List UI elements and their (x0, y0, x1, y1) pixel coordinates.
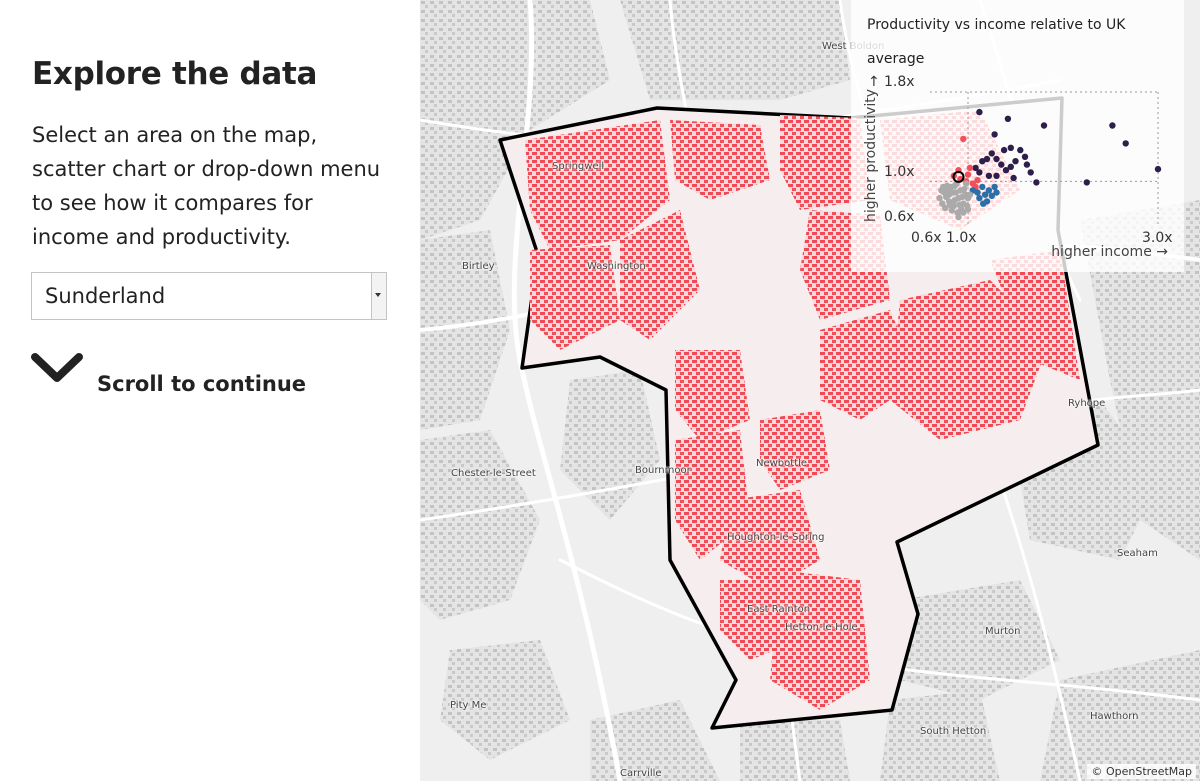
scatter-point[interactable] (966, 191, 974, 198)
scatter-point[interactable] (1000, 146, 1008, 154)
scatter-point[interactable] (991, 131, 998, 138)
scatter-point[interactable] (1012, 158, 1019, 165)
scatter-point[interactable] (951, 182, 958, 189)
built-up-areas (525, 110, 1080, 710)
scatter-point[interactable] (974, 189, 981, 196)
scatter-point[interactable] (974, 177, 981, 184)
scatter-chart-panel: Productivity vs income relative to UK av… (851, 0, 1184, 272)
place-label: Murton (985, 626, 1021, 637)
x-tick-label: 0.6x (911, 230, 942, 246)
scatter-point[interactable] (1002, 167, 1010, 174)
scatter-point[interactable] (948, 207, 955, 214)
scatter-point[interactable] (1007, 144, 1014, 151)
scatter-point[interactable] (991, 183, 998, 191)
place-label: Seaham (1117, 548, 1158, 559)
place-label: East Rainton (747, 604, 811, 615)
scatter-point[interactable] (942, 204, 949, 212)
place-label: Bournmoor (635, 465, 691, 476)
chevron-down-icon[interactable] (30, 350, 84, 386)
scatter-point[interactable] (985, 172, 993, 179)
scatter-point[interactable] (1154, 165, 1162, 173)
place-label: Carrville (620, 768, 662, 779)
place-label: Newbottle (756, 458, 808, 469)
scatter-point[interactable] (1040, 122, 1048, 129)
scatter-point[interactable] (980, 200, 987, 207)
scatter-point[interactable] (1010, 174, 1017, 182)
scroll-to-continue[interactable]: Scroll to continue (97, 372, 307, 396)
x-axis-label: higher income → (1051, 244, 1168, 260)
scatter-point[interactable] (976, 169, 983, 176)
x-tick-label: 1.0x (946, 230, 977, 246)
page-title: Explore the data (32, 56, 318, 92)
selected-area-marker[interactable] (952, 170, 965, 183)
scatter-point[interactable] (964, 171, 972, 178)
sidebar-panel: Explore the data Select an area on the m… (0, 0, 420, 781)
scatter-point[interactable] (956, 201, 963, 208)
place-label: Springwell (552, 161, 605, 172)
y-tick-label: 1.0x (884, 164, 915, 180)
scatter-point[interactable] (1023, 161, 1031, 168)
place-label: Hawthorn (1090, 711, 1139, 722)
scatter-point[interactable] (972, 164, 979, 172)
place-label: Ryhope (1068, 398, 1106, 409)
scatter-point[interactable] (1027, 169, 1034, 176)
scatter-point[interactable] (946, 201, 954, 208)
y-axis-arrow: ↑ (868, 74, 880, 90)
scatter-point[interactable] (1033, 179, 1040, 186)
place-label: Houghton-le-Spring (727, 532, 825, 543)
scatter-point[interactable] (983, 155, 991, 163)
scatter-point[interactable] (979, 183, 986, 191)
x-tick-label: 3.0x (1142, 230, 1173, 246)
scatter-point[interactable] (936, 194, 943, 202)
scatter-point[interactable] (944, 187, 952, 194)
scatter-point[interactable] (976, 194, 983, 202)
y-tick-label: 1.8x (884, 74, 915, 90)
scatter-point[interactable] (1004, 115, 1012, 123)
scatter-point[interactable] (1122, 140, 1129, 147)
scatter-point[interactable] (943, 193, 950, 201)
scatter-point[interactable] (981, 191, 989, 198)
scatter-point[interactable] (1109, 122, 1116, 129)
scatter-point[interactable] (998, 161, 1005, 168)
intro-text: Select an area on the map, scatter chart… (32, 123, 381, 249)
map-attribution[interactable]: © OpenStreetMap (1087, 764, 1196, 779)
scatter-point[interactable] (993, 155, 1000, 163)
scatter-point[interactable] (960, 209, 967, 216)
scatter-point[interactable] (966, 164, 974, 172)
scatter-point[interactable] (1083, 179, 1090, 186)
place-label: Washington (587, 261, 646, 272)
scatter-point[interactable] (951, 197, 958, 204)
urban-areas (420, 0, 1200, 781)
area-select-value[interactable]: Sunderland (45, 284, 166, 308)
scatter-point[interactable] (1021, 153, 1029, 160)
place-label: South Hetton (920, 726, 987, 737)
scatter-point[interactable] (985, 187, 993, 194)
scatter-point[interactable] (993, 172, 1000, 179)
scatter-point[interactable] (964, 206, 972, 213)
scatter-point[interactable] (962, 180, 970, 187)
scatter-point[interactable] (955, 213, 962, 221)
scatter-point[interactable] (1007, 163, 1014, 170)
chart-title: Productivity vs income relative to UK av… (867, 17, 1126, 67)
scatter-point[interactable] (988, 150, 995, 157)
scatter-point[interactable] (960, 135, 967, 143)
dropdown-arrow-icon[interactable] (371, 273, 386, 319)
place-label: Chester-le-Street (451, 468, 536, 479)
area-select[interactable]: Sunderland (31, 272, 387, 320)
scatter-point[interactable] (961, 186, 968, 193)
scatter-point[interactable] (959, 193, 966, 201)
y-axis-label: higher productivity (863, 88, 879, 222)
y-tick-label: 0.6x (884, 209, 915, 225)
scatter-point[interactable] (976, 108, 983, 116)
scatter-point[interactable] (940, 183, 947, 191)
scatter-point[interactable] (988, 192, 995, 199)
scatter-chart[interactable] (851, 0, 1184, 272)
scatter-point[interactable] (993, 189, 1000, 196)
place-label: Pity Me (450, 700, 487, 711)
scatter-point[interactable] (1017, 146, 1024, 154)
place-label: Hetton-le-Hole (785, 622, 858, 633)
place-label: Birtley (462, 261, 495, 272)
